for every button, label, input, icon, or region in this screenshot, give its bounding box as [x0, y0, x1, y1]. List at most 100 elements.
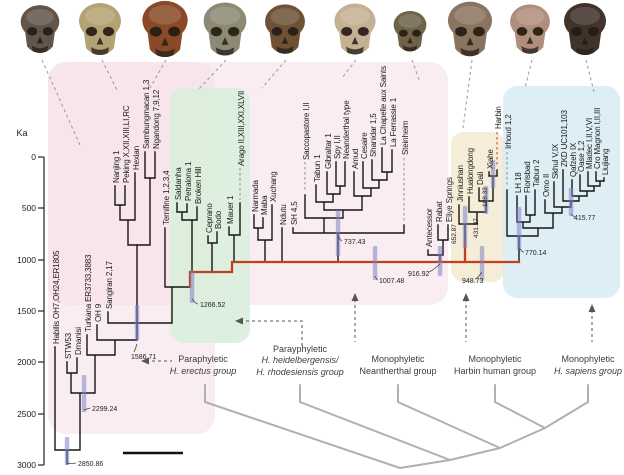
taxon-label: Tabun 2 [532, 159, 541, 187]
node-age: 1586.71 [131, 354, 156, 361]
taxon-label: Ngandong 7,9,12 [152, 89, 161, 149]
taxon-label: Habilis OH7,OH24,ER1805 [52, 250, 61, 344]
node-bar-415 [568, 188, 574, 216]
skull-connectors [41, 59, 595, 146]
node-bar-1007 [372, 246, 378, 280]
taxon-label: Xiahe [486, 149, 495, 169]
group-label-sapiens: Monophyletic [561, 354, 615, 364]
skull-3 [142, 0, 188, 57]
taxon-label: La Ferrassie 1 [389, 97, 398, 147]
node-age: 652.87 [451, 224, 458, 244]
node-bar-188 [490, 160, 496, 188]
node-bar-2850 [64, 437, 70, 465]
skull-5 [265, 4, 305, 54]
group-label-erectus: Paraphyletic [178, 354, 228, 364]
group-label-erectus: H. erectus group [170, 366, 237, 376]
node-age: 916.92 [408, 271, 430, 278]
taxon-label: Spy I,II [333, 135, 342, 159]
taxon-label: Cesaire [360, 132, 369, 159]
taxon-label: Qafzeh IX [569, 142, 578, 177]
node-age: 2850.86 [78, 461, 103, 468]
node-age: 415.77 [574, 215, 596, 222]
taxon-label: Liujiang [601, 149, 610, 175]
skull-4 [203, 2, 247, 56]
taxon-label: Eliye Springs [445, 177, 454, 222]
taxon-label: Steinheim [401, 120, 410, 155]
taxon-label: Nanjing 1 [112, 150, 121, 183]
taxon-label: Gibraltar 1 [324, 133, 333, 169]
taxon-label: Maba [260, 195, 269, 215]
taxon-label: Sangiran 2,17 [105, 260, 114, 309]
taxon-label: Dali [476, 171, 485, 185]
taxon-label: Shanidar 1,5 [369, 113, 378, 157]
taxon-label: Omo II [542, 174, 551, 197]
axis-tick: 2500 [17, 409, 36, 419]
taxon-label: LH 18 [514, 172, 523, 193]
node-bar-1586 [134, 305, 140, 340]
taxon-label: Turkana ER3733,3883 [84, 254, 93, 332]
axis-unit-label: Ka [16, 128, 27, 138]
taxon-label: Saccopastore I,II [302, 103, 311, 160]
node-bar-770 [516, 207, 522, 250]
background-panels [48, 62, 620, 434]
axis-tick: 500 [22, 203, 36, 213]
group-label-neanderthal: Monophyletic [371, 354, 425, 364]
group-label-sapiens: H. sapiens group [554, 366, 622, 376]
node-age: 737.43 [344, 239, 366, 246]
taxon-label: Bodo [214, 210, 223, 229]
taxon-label: Irhoud 1,2 [504, 114, 513, 149]
taxon-label: Florisbad [523, 161, 532, 193]
taxon-label: Hualongdong [466, 148, 475, 194]
node-bar-1266 [189, 270, 195, 303]
node-age: 948.73 [462, 278, 484, 285]
taxon-label: Sambungmacan 1,3 [142, 79, 151, 149]
node-bar-916 [437, 246, 443, 276]
taxon-label: Jinniushan [456, 165, 465, 202]
time-axis: Ka 0 500 1000 1500 2000 2500 3000 [16, 128, 45, 470]
group-label-heidelbergensis: H. heidelbergensis/ [261, 355, 340, 365]
group-label-heidelbergensis: Parayphyletic [273, 344, 328, 354]
taxon-label: Skhul V,IX [551, 143, 560, 179]
skull-2 [79, 3, 121, 55]
taxon-label: Broken Hill [194, 167, 203, 204]
node-bar-2299 [81, 375, 87, 412]
group-label-harbin: Monophyletic [468, 354, 522, 364]
taxon-label: Peking X,XII,XIII,LI,RC [122, 105, 131, 183]
taxon-label: Hexian [132, 146, 141, 170]
skull-9 [510, 4, 550, 54]
taxon-label: STW53 [64, 332, 73, 359]
node-age: 1007.48 [379, 278, 404, 285]
skull-6 [334, 3, 376, 55]
taxon-label: Petralona 1 [184, 161, 193, 201]
axis-tick: 1500 [17, 306, 36, 316]
taxon-label: ZKD UC101,103 [560, 110, 569, 167]
taxon-label: Ceprano [205, 203, 214, 233]
taxon-label: Oase 1,2 [577, 140, 586, 172]
taxon-label: Harbin [494, 106, 503, 129]
skull-8 [447, 1, 493, 57]
node-bar-737 [335, 210, 341, 256]
taxon-label: SH 4,5 [290, 201, 299, 225]
taxon-label: Mauer 1 [226, 195, 235, 224]
node-age: 2299.24 [92, 406, 117, 413]
taxon-label: Arago II,XIII,XXI,XLVII [237, 91, 246, 166]
taxon-label: Xuchang [269, 171, 278, 202]
taxon-label: Amud [351, 149, 360, 169]
taxon-label: Cro Magnon I,II,III [593, 108, 602, 169]
taxon-label: Antecessor [425, 208, 434, 247]
taxon-labels: Habilis OH7,OH24,ER1805 STW53 Dmanisi Tu… [52, 66, 610, 359]
summary-cladogram [204, 384, 589, 469]
taxon-label: Neanderthal type [342, 100, 351, 159]
skull-1 [20, 5, 60, 53]
group-label-neanderthal: Neantherthal group [359, 366, 436, 376]
group-labels: Paraphyletic H. erectus group Parayphyle… [141, 293, 622, 377]
node-bar-948 [479, 246, 485, 280]
node-age: 770.14 [525, 250, 547, 257]
panel-sapiens-group [503, 86, 620, 298]
group-label-harbin: Harbin human group [454, 366, 536, 376]
skull-row [20, 0, 606, 57]
axis-tick: 0 [31, 152, 36, 162]
node-age-labels: 2850.86 2299.24 1586.71 1266.52 737.43 1… [66, 187, 596, 468]
